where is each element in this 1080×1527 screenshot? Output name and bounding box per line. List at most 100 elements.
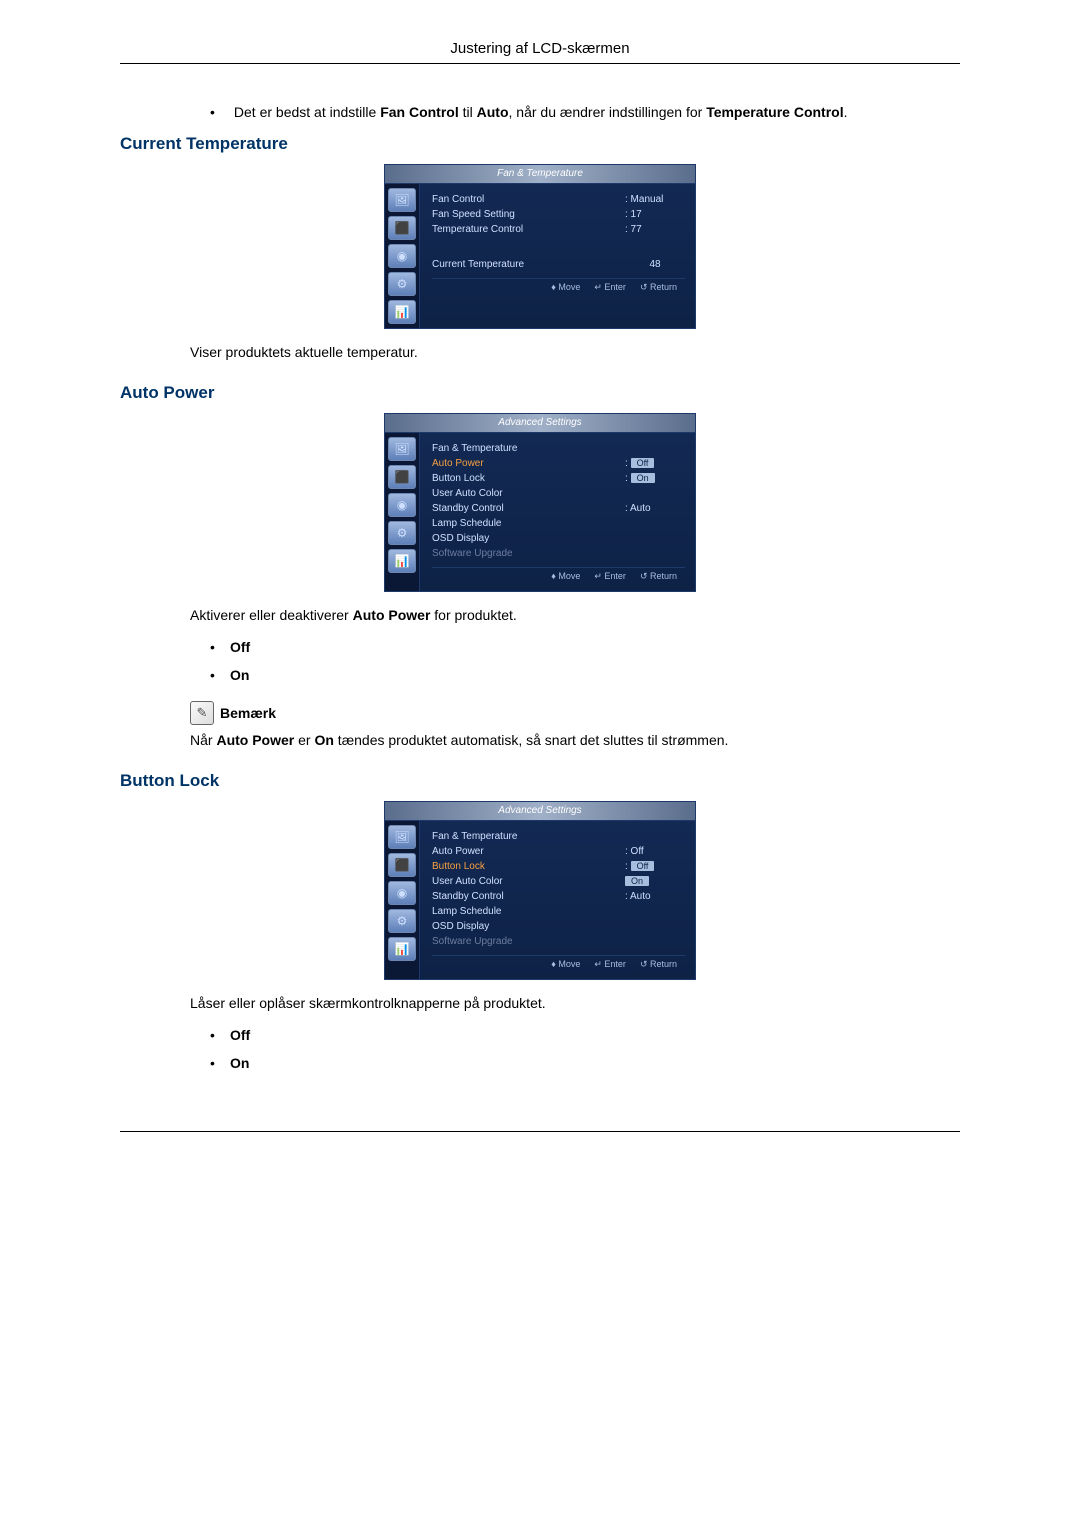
osd-row[interactable]: Standby Control: Auto	[432, 501, 685, 516]
osd-row[interactable]: Fan & Temperature	[432, 829, 685, 844]
osd-tab-icon[interactable]: ⬛	[388, 853, 416, 877]
osd-label: OSD Display	[432, 921, 625, 932]
osd-main: Fan & Temperature Auto Power: Off Button…	[420, 433, 695, 591]
osd-hint-return: ↺ Return	[640, 959, 677, 970]
option-list: Off On	[210, 1027, 960, 1071]
osd-hint-enter: ↵ Enter	[594, 959, 626, 970]
osd-sidebar: 🖼 ⬛ ◉ ⚙ 📊	[385, 184, 420, 328]
osd-value: : Off	[625, 846, 685, 857]
osd-tab-icon[interactable]: 📊	[388, 937, 416, 961]
t: Aktiverer eller deaktiverer	[190, 607, 353, 623]
osd-footer: ♦ Move ↵ Enter ↺ Return	[432, 955, 685, 973]
section-auto-power: Auto Power Advanced Settings 🖼 ⬛ ◉ ⚙ 📊 F…	[120, 383, 960, 751]
osd-title: Advanced Settings	[385, 802, 695, 821]
option-item: Off	[210, 1027, 960, 1043]
osd-row[interactable]: Lamp Schedule	[432, 904, 685, 919]
osd-row[interactable]: OSD Display	[432, 531, 685, 546]
page: Justering af LCD-skærmen Det er bedst at…	[0, 0, 1080, 1192]
t: Fan Control	[380, 104, 459, 120]
osd-tab-icon[interactable]: 🖼	[388, 188, 416, 212]
osd-sidebar: 🖼 ⬛ ◉ ⚙ 📊	[385, 821, 420, 979]
osd-label: User Auto Color	[432, 488, 625, 499]
osd-main: Fan & Temperature Auto Power: Off Button…	[420, 821, 695, 979]
t: til	[459, 104, 477, 120]
heading: Auto Power	[120, 383, 960, 403]
t: On	[314, 732, 333, 748]
osd-tab-icon[interactable]: ⬛	[388, 216, 416, 240]
note-label: Bemærk	[220, 705, 276, 721]
osd-value-box: On	[625, 876, 649, 886]
option-item: On	[210, 667, 960, 683]
osd-label: Lamp Schedule	[432, 906, 625, 917]
t: er	[294, 732, 314, 748]
option-list: Off On	[210, 639, 960, 683]
intro-bullet: Det er bedst at indstille Fan Control ti…	[210, 104, 960, 120]
osd-row[interactable]: Button Lock: Off	[432, 859, 685, 874]
section-button-lock: Button Lock Advanced Settings 🖼 ⬛ ◉ ⚙ 📊 …	[120, 771, 960, 1072]
osd-row[interactable]: Auto Power: Off	[432, 456, 685, 471]
osd-tab-icon[interactable]: ⚙	[388, 521, 416, 545]
option-label: Off	[230, 1027, 250, 1043]
option-item: On	[210, 1055, 960, 1071]
osd-label: Temperature Control	[432, 224, 625, 235]
osd-row[interactable]: Temperature Control: 77	[432, 222, 685, 237]
osd-row[interactable]: Fan Control: Manual	[432, 192, 685, 207]
osd-value: : 77	[625, 224, 685, 235]
osd-tab-icon[interactable]: ⚙	[388, 909, 416, 933]
osd-tab-icon[interactable]: ◉	[388, 881, 416, 905]
osd-value: 48	[625, 259, 685, 270]
osd-menu: Advanced Settings 🖼 ⬛ ◉ ⚙ 📊 Fan & Temper…	[384, 801, 696, 980]
osd-row[interactable]: Standby Control: Auto	[432, 889, 685, 904]
t: Det er bedst at indstille	[234, 104, 380, 120]
osd-tab-icon[interactable]: ⚙	[388, 272, 416, 296]
option-label: Off	[230, 639, 250, 655]
osd-label: Fan & Temperature	[432, 831, 625, 842]
osd-row[interactable]: Auto Power: Off	[432, 844, 685, 859]
osd-hint-move: ♦ Move	[551, 959, 580, 970]
section-body: Aktiverer eller deaktiverer Auto Power f…	[190, 606, 960, 626]
osd-label: Current Temperature	[432, 259, 625, 270]
heading: Button Lock	[120, 771, 960, 791]
osd-tab-icon[interactable]: ◉	[388, 244, 416, 268]
t: tændes produktet automatisk, så snart de…	[334, 732, 729, 748]
osd-screenshot-1: Fan & Temperature 🖼 ⬛ ◉ ⚙ 📊 Fan Control:…	[120, 164, 960, 329]
osd-row[interactable]: Fan Speed Setting: 17	[432, 207, 685, 222]
osd-row[interactable]: Button Lock: On	[432, 471, 685, 486]
t: Auto Power	[353, 607, 431, 623]
t: for produktet.	[430, 607, 516, 623]
osd-hint-enter: ↵ Enter	[594, 571, 626, 582]
osd-tab-icon[interactable]: ⬛	[388, 465, 416, 489]
t: Auto	[477, 104, 509, 120]
osd-menu: Advanced Settings 🖼 ⬛ ◉ ⚙ 📊 Fan & Temper…	[384, 413, 696, 592]
osd-tab-icon[interactable]: 🖼	[388, 437, 416, 461]
t: Når	[190, 732, 216, 748]
intro-list: Det er bedst at indstille Fan Control ti…	[210, 104, 960, 120]
osd-label: Standby Control	[432, 891, 625, 902]
osd-label: OSD Display	[432, 533, 625, 544]
osd-tab-icon[interactable]: 📊	[388, 549, 416, 573]
osd-value-box: On	[631, 473, 655, 483]
osd-title: Advanced Settings	[385, 414, 695, 433]
osd-row[interactable]: Lamp Schedule	[432, 516, 685, 531]
osd-value-box: Off	[631, 861, 655, 871]
osd-tab-icon[interactable]: 📊	[388, 300, 416, 324]
osd-footer: ♦ Move ↵ Enter ↺ Return	[432, 567, 685, 585]
osd-label: Software Upgrade	[432, 936, 625, 947]
osd-hint-enter: ↵ Enter	[594, 282, 626, 293]
t: .	[844, 104, 848, 120]
osd-row[interactable]: Fan & Temperature	[432, 441, 685, 456]
osd-row: Current Temperature48	[432, 257, 685, 272]
osd-tab-icon[interactable]: 🖼	[388, 825, 416, 849]
heading: Current Temperature	[120, 134, 960, 154]
section-current-temperature: Current Temperature Fan & Temperature 🖼 …	[120, 134, 960, 363]
osd-value: : Off	[625, 458, 685, 469]
osd-value: On	[625, 876, 685, 887]
osd-row[interactable]: User Auto Color	[432, 486, 685, 501]
osd-row[interactable]: User Auto Color On	[432, 874, 685, 889]
osd-hint-move: ♦ Move	[551, 282, 580, 293]
osd-tab-icon[interactable]: ◉	[388, 493, 416, 517]
osd-label: Fan Speed Setting	[432, 209, 625, 220]
osd-row[interactable]: OSD Display	[432, 919, 685, 934]
osd-value: : On	[625, 473, 685, 484]
osd-label: Button Lock	[432, 473, 625, 484]
